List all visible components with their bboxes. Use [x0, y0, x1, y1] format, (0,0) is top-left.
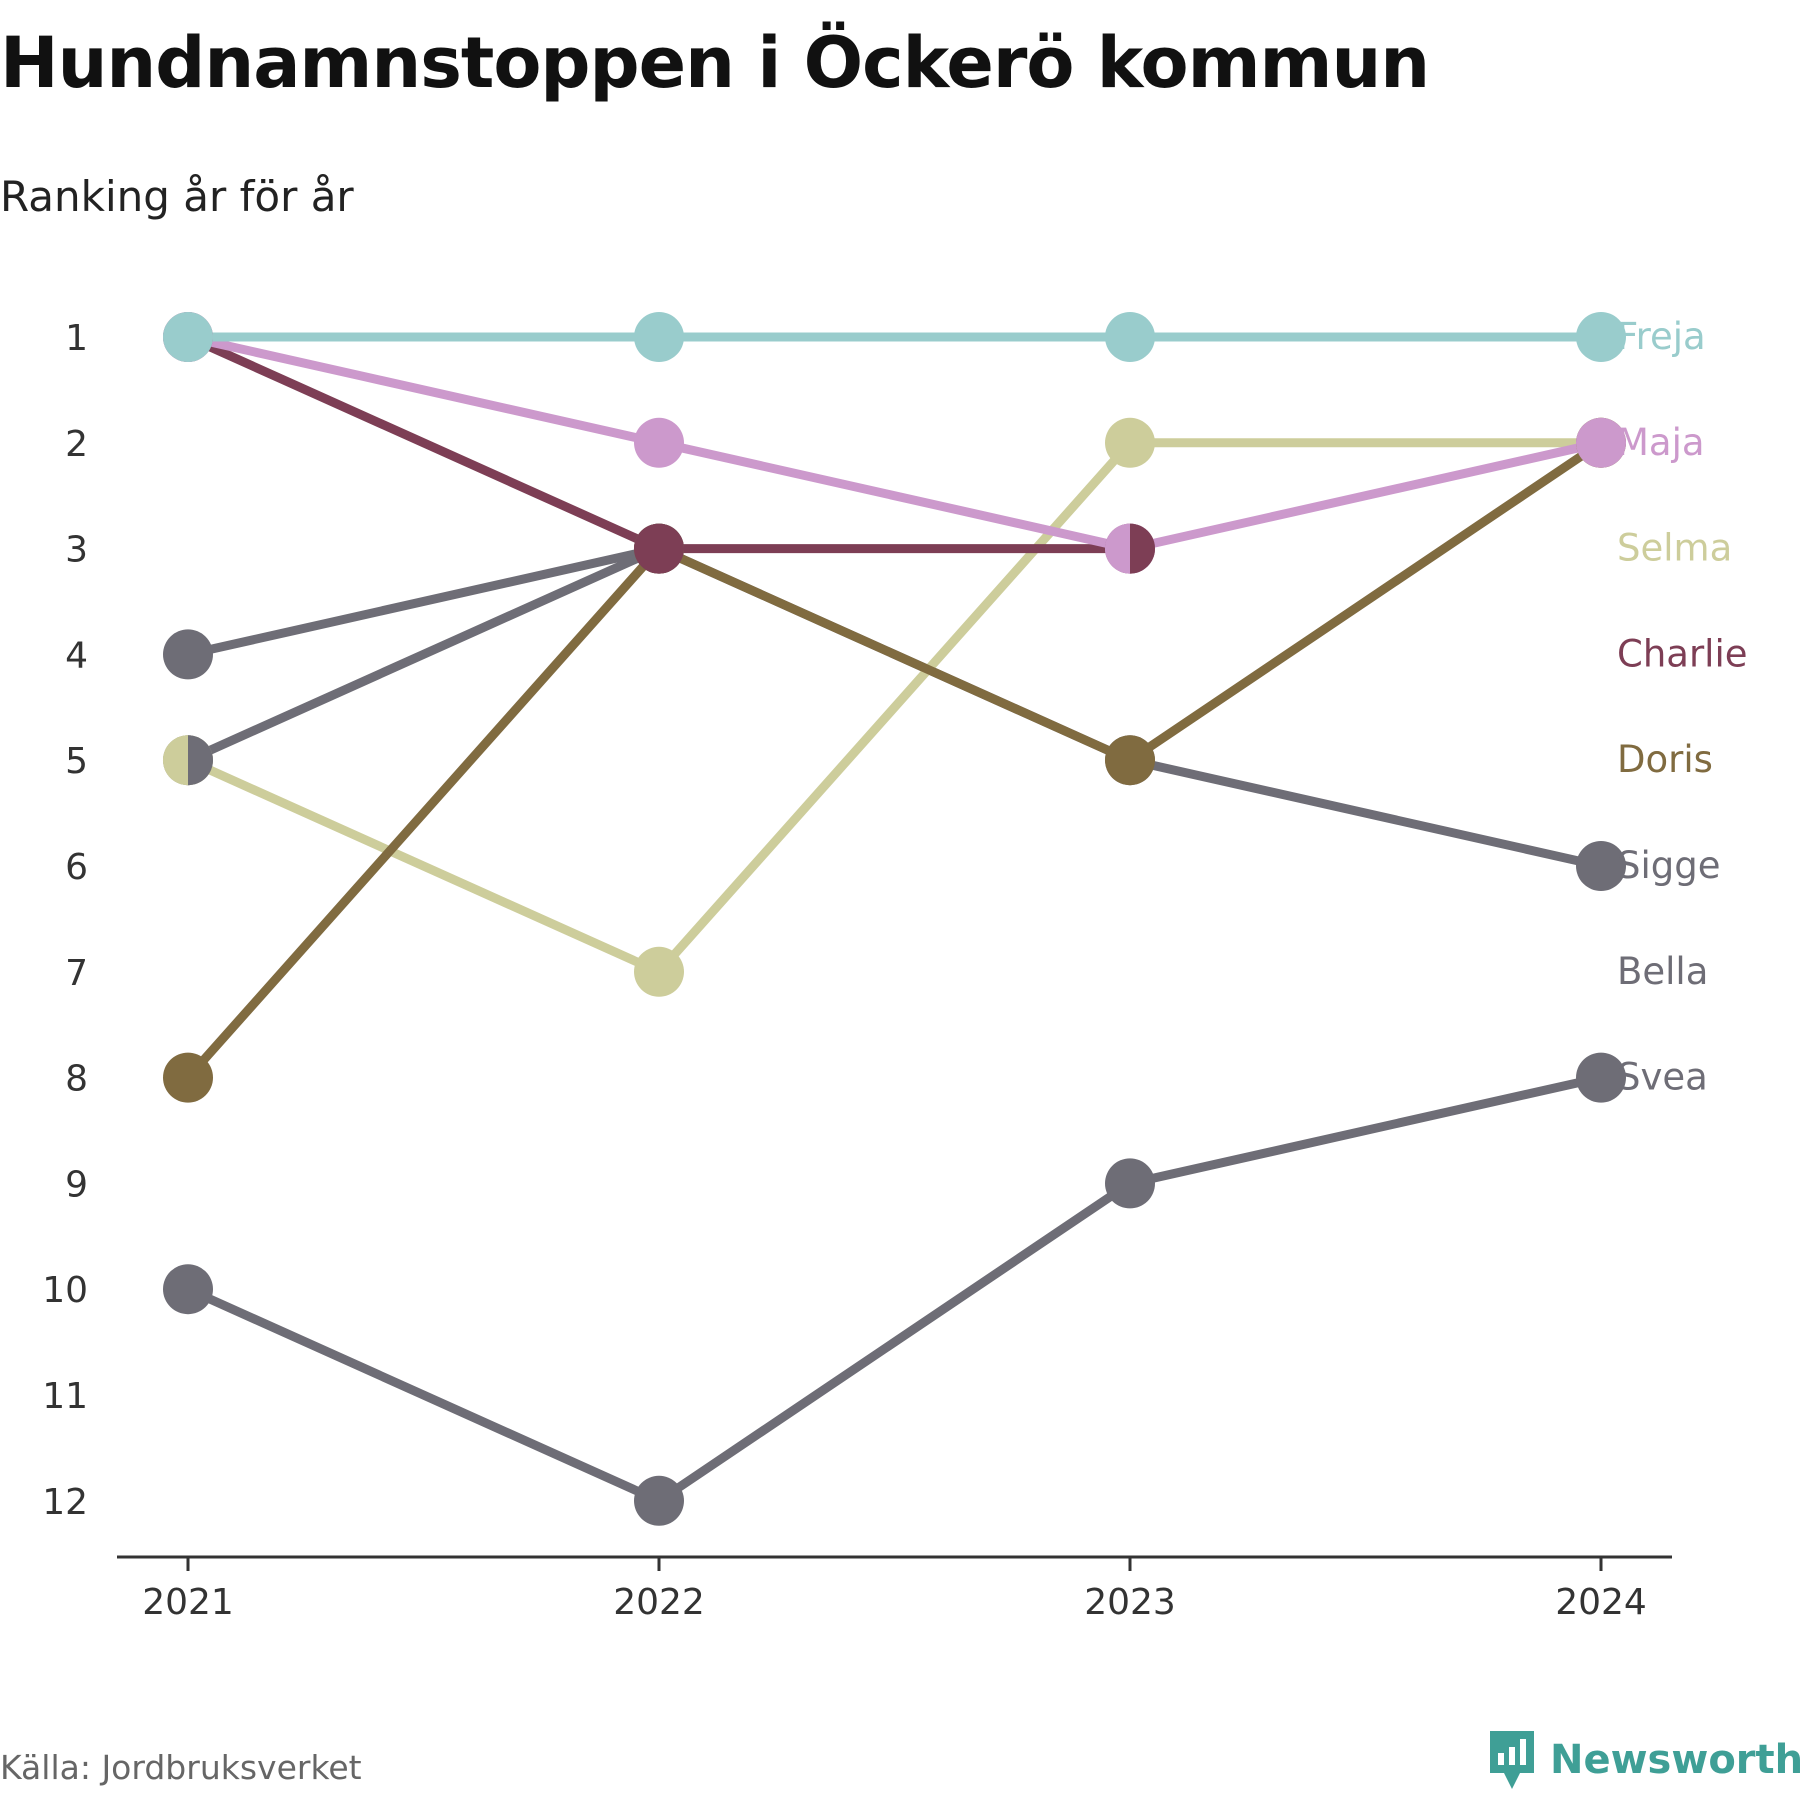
- data-point-freja: [163, 312, 213, 362]
- y-tick-label: 11: [42, 1376, 88, 1417]
- y-tick-label: 1: [65, 318, 88, 359]
- series-label-svea: Svea: [1617, 1056, 1708, 1099]
- x-tick-label: 2024: [1555, 1582, 1647, 1623]
- series-label-doris: Doris: [1617, 738, 1713, 781]
- series-label-selma: Selma: [1617, 527, 1732, 570]
- series-labels: Freja Maja Selma Charlie Doris Sigge Bella Svea: [1617, 315, 1748, 1099]
- y-tick-label: 2: [65, 424, 88, 465]
- data-point-svea: [1576, 1052, 1626, 1103]
- chart-title: Hundnamnstoppen i Öckerö kommun: [0, 22, 1430, 104]
- data-point-freja: [1576, 312, 1626, 362]
- chart-subtitle: Ranking år för år: [0, 172, 354, 221]
- brand[interactable]: Newsworthy: [1488, 1728, 1800, 1792]
- series-line-doris: [183, 438, 1606, 1083]
- data-point-selma: [634, 946, 684, 997]
- y-tick-label: 4: [65, 635, 88, 676]
- series-line-selma: [183, 438, 1606, 977]
- data-point-svea: [634, 1475, 684, 1526]
- data-point-freja: [1105, 312, 1155, 362]
- data-point-selma: [1105, 417, 1155, 468]
- series-line-bella: [183, 544, 664, 659]
- y-tick-label: 7: [65, 953, 88, 994]
- y-tick-label: 9: [65, 1164, 88, 1205]
- y-tick-label: 10: [42, 1270, 88, 1311]
- x-tick-label: 2021: [142, 1582, 234, 1623]
- series-line-maja: [183, 332, 1606, 554]
- series-label-freja: Freja: [1617, 315, 1706, 358]
- data-point-doris: [163, 1052, 213, 1103]
- split-point-left: [1105, 523, 1130, 574]
- y-tick-label: 5: [65, 741, 88, 782]
- series-label-sigge: Sigge: [1617, 844, 1721, 887]
- source-note: Källa: Jordbruksverket: [0, 1748, 362, 1787]
- series-label-charlie: Charlie: [1617, 632, 1748, 675]
- data-point-maja: [634, 417, 684, 468]
- data-point-doris: [1105, 735, 1155, 786]
- data-point-sigge: [1576, 841, 1626, 891]
- y-tick-label: 12: [42, 1482, 88, 1523]
- split-point-left: [163, 735, 188, 786]
- y-tick-label: 6: [65, 847, 88, 888]
- x-tick-label: 2023: [1084, 1582, 1176, 1623]
- series-points: [163, 312, 1626, 1526]
- data-point-svea: [1105, 1158, 1155, 1209]
- y-tick-label: 3: [65, 530, 88, 571]
- y-tick-label: 8: [65, 1059, 88, 1100]
- split-point-right: [1130, 523, 1155, 574]
- data-point-freja: [634, 312, 684, 362]
- series-label-bella: Bella: [1617, 950, 1708, 993]
- newsworthy-logo-icon: [1490, 1731, 1534, 1789]
- series-line-svea: [183, 1073, 1606, 1506]
- series-lines: [183, 332, 1606, 1506]
- data-point-maja: [1576, 417, 1626, 468]
- series-label-maja: Maja: [1617, 421, 1705, 464]
- brand-name: Newsworthy: [1550, 1737, 1800, 1783]
- x-tick-label: 2022: [613, 1582, 705, 1623]
- data-point-svea: [163, 1264, 213, 1315]
- data-point-bella: [163, 629, 213, 680]
- split-point-right: [188, 735, 214, 786]
- data-point-charlie: [634, 523, 684, 574]
